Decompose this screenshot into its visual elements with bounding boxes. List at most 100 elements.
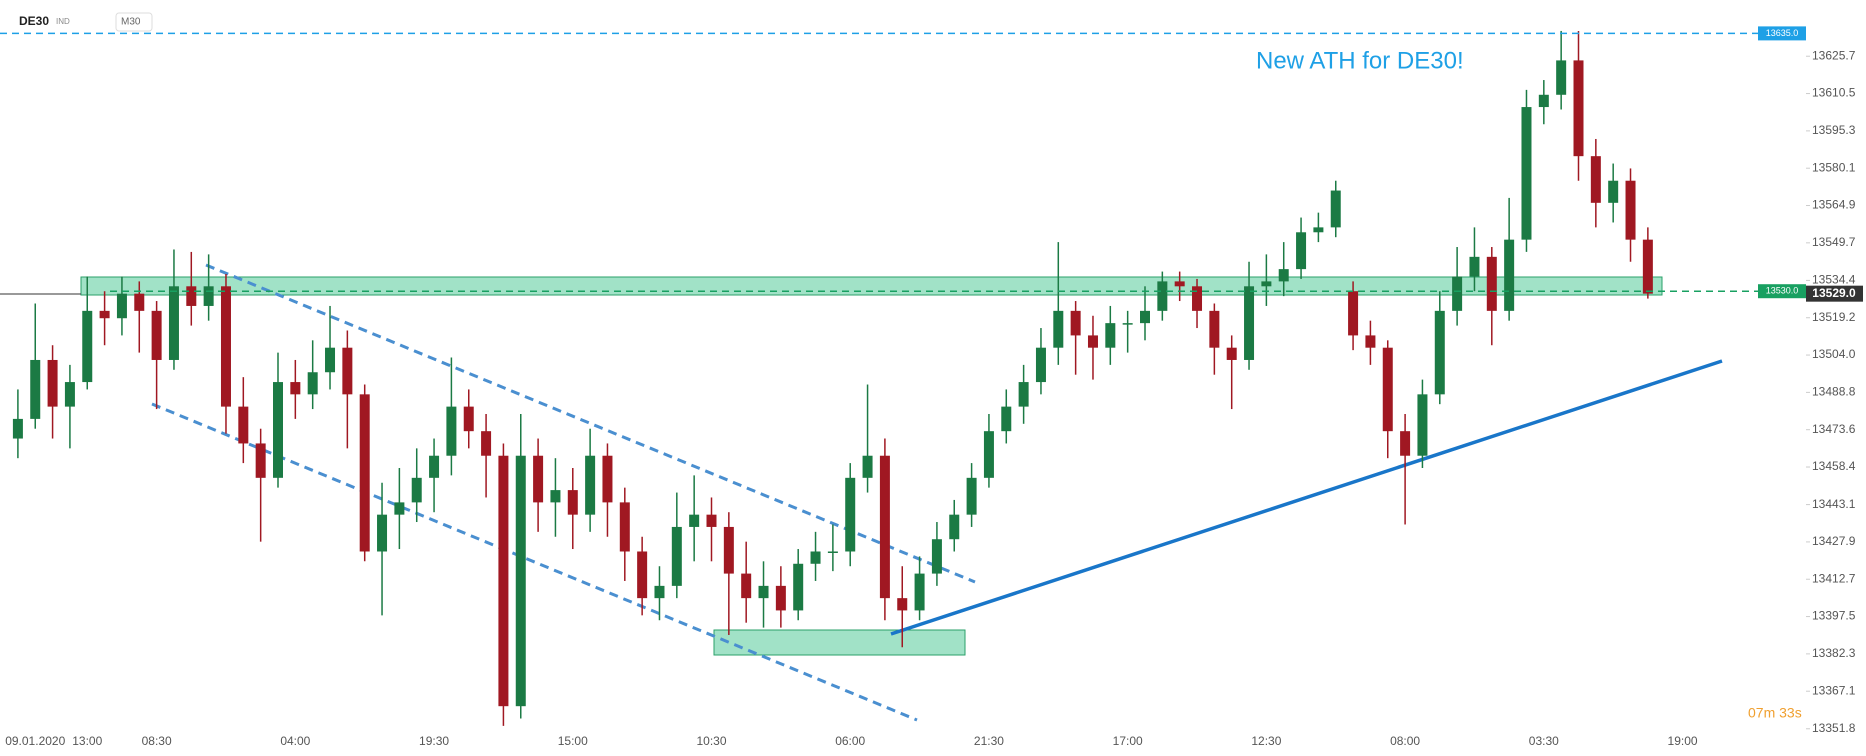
candle-body: [1625, 180, 1636, 240]
last-price-label: 13529.0: [1812, 286, 1856, 300]
candle-body: [1122, 323, 1133, 325]
candle-body: [741, 573, 752, 599]
y-tick-label: 13367.1: [1812, 683, 1856, 697]
candle-body: [1400, 431, 1411, 456]
support-zone: [80, 276, 1663, 296]
candle-body: [602, 455, 613, 503]
candle-body: [1382, 347, 1393, 432]
candle-body: [827, 551, 838, 553]
candle-body: [1504, 239, 1515, 311]
candle-body: [1278, 269, 1289, 282]
candle-body: [671, 526, 682, 586]
candle-body: [793, 563, 804, 611]
candle-body: [47, 359, 58, 407]
candle-body: [966, 477, 977, 515]
candle-body: [498, 455, 509, 707]
candle-body: [1434, 310, 1445, 395]
y-tick-label: 13564.9: [1812, 198, 1856, 212]
candle-body: [810, 551, 821, 564]
candle-body: [99, 310, 110, 319]
candle-body: [1261, 281, 1272, 287]
x-tick-label: 19:30: [419, 734, 449, 748]
candle-body: [879, 455, 890, 599]
x-tick-label: 19:00: [1668, 734, 1698, 748]
y-tick-label: 13427.9: [1812, 534, 1856, 548]
candle-body: [567, 490, 578, 515]
y-tick-label: 13519.2: [1812, 310, 1856, 324]
candle-body: [411, 477, 422, 503]
candle-body: [949, 514, 960, 540]
candle-body: [30, 359, 41, 419]
candle-body: [116, 293, 127, 319]
candle-body: [1070, 310, 1081, 336]
candle-body: [429, 455, 440, 478]
x-tick-label: 04:00: [280, 734, 310, 748]
y-tick-label: 13443.1: [1812, 497, 1856, 511]
candle-body: [1365, 335, 1376, 348]
candle-body: [134, 293, 145, 311]
x-tick-label: 09.01.2020: [5, 734, 65, 748]
candle-body: [845, 477, 856, 552]
candle-body: [1608, 180, 1619, 203]
candle-body: [1001, 406, 1012, 432]
candle-body: [914, 573, 925, 611]
y-tick-label: 13412.7: [1812, 571, 1856, 585]
last-price-tag: [1806, 285, 1863, 302]
candle-body: [1192, 286, 1203, 311]
candle-body: [203, 286, 214, 306]
candle-body: [1035, 347, 1046, 383]
y-tick-label: 13580.1: [1812, 160, 1856, 174]
candle-body: [689, 514, 700, 527]
y-tick-label: 13549.7: [1812, 235, 1856, 249]
candle-body: [255, 443, 266, 478]
channel-upper: [205, 263, 976, 584]
market: IND: [56, 17, 70, 26]
candle-body: [186, 286, 197, 306]
x-tick-label: 08:00: [1390, 734, 1420, 748]
candle-body: [446, 406, 457, 456]
interval[interactable]: M30: [121, 17, 141, 28]
x-tick-label: 08:30: [142, 734, 172, 748]
demand-zone: [713, 629, 966, 656]
y-tick-label: 13351.8: [1812, 721, 1856, 735]
trend-line: [890, 359, 1723, 636]
candle-body: [1244, 286, 1255, 360]
y-tick-label: 13504.0: [1812, 347, 1856, 361]
candle-body: [1226, 347, 1237, 360]
candle-body: [64, 382, 75, 407]
candle-body: [862, 455, 873, 478]
level-tag: [1758, 284, 1806, 299]
level-tag: [1758, 26, 1806, 41]
candle-body: [1417, 394, 1428, 456]
candle-body: [1157, 281, 1168, 311]
candle-body: [775, 585, 786, 611]
x-tick-label: 12:30: [1251, 734, 1281, 748]
candle-body: [273, 382, 283, 478]
candle-body: [1521, 107, 1532, 240]
x-tick-label: 10:30: [696, 734, 726, 748]
candle-body: [1486, 256, 1497, 311]
y-tick-label: 13595.3: [1812, 123, 1856, 137]
y-tick-label: 13397.5: [1812, 609, 1856, 623]
candle-body: [168, 286, 179, 360]
candle-body: [325, 347, 336, 373]
y-tick-label: 13473.6: [1812, 422, 1856, 436]
candle-body: [1348, 291, 1359, 336]
candle-body: [585, 455, 596, 515]
x-tick-label: 06:00: [835, 734, 865, 748]
candle-body: [758, 585, 769, 599]
candle-body: [550, 490, 561, 503]
candle-body: [1538, 94, 1549, 108]
candle-body: [1018, 382, 1029, 407]
y-tick-label: 13610.5: [1812, 86, 1856, 100]
candle-body: [1174, 281, 1185, 287]
level-label: 13635.0: [1766, 28, 1799, 38]
candle-body: [1330, 190, 1341, 228]
y-tick-label: 13534.4: [1812, 273, 1856, 287]
candle-body: [619, 502, 630, 552]
y-tick-label: 13458.4: [1812, 459, 1856, 473]
candle-body: [1452, 276, 1463, 311]
interval-button[interactable]: [115, 12, 153, 32]
candle-body: [1087, 335, 1098, 348]
